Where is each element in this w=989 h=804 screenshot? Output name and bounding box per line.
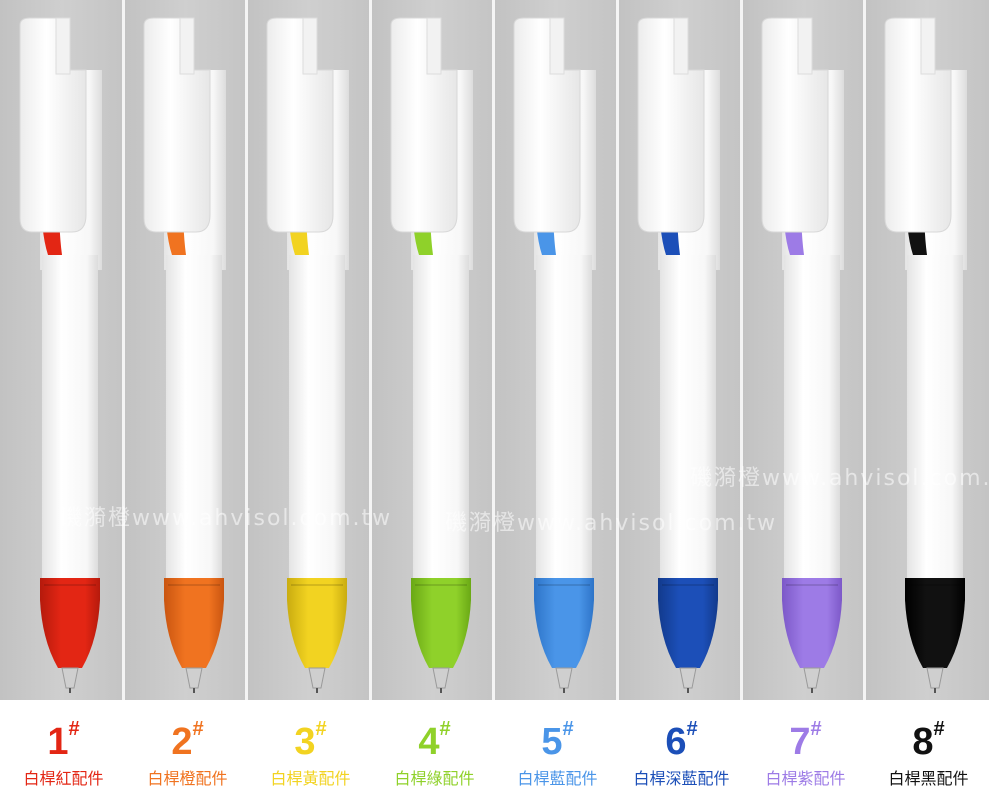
panel-divider xyxy=(122,0,125,700)
watermark-2: 磯漪橙www.ahvisol.com.tw xyxy=(445,511,778,536)
pen-number-hash: # xyxy=(810,718,822,740)
pen-number-hash: # xyxy=(315,718,327,740)
pen-5 xyxy=(512,0,622,700)
panel-divider xyxy=(369,0,372,700)
pen-label-7: 7# 白桿紫配件 xyxy=(744,718,867,790)
panel-divider xyxy=(616,0,619,700)
watermark-3: 磯漪橙www.ahvisol.com.tw xyxy=(690,466,989,491)
pen-caption: 白桿綠配件 xyxy=(394,769,475,788)
pen-number: 5 xyxy=(541,721,563,763)
pen-label-3: 3# 白桿黃配件 xyxy=(249,718,372,790)
panel-divider xyxy=(740,0,743,700)
pen-3 xyxy=(265,0,375,700)
pen-1 xyxy=(18,0,128,700)
pen-number: 8 xyxy=(912,721,934,763)
pen-number-hash: # xyxy=(439,718,451,740)
pen-number: 1 xyxy=(47,721,69,763)
pen-number: 6 xyxy=(665,721,687,763)
pen-2 xyxy=(142,0,252,700)
pen-8 xyxy=(883,0,989,700)
pen-caption: 白桿黑配件 xyxy=(888,769,969,788)
pen-label-1: 1# 白桿紅配件 xyxy=(2,718,125,790)
pen-number-hash: # xyxy=(192,718,204,740)
pen-caption: 白桿黃配件 xyxy=(270,769,351,788)
pen-label-8: 8# 白桿黑配件 xyxy=(867,718,989,790)
panel-divider xyxy=(863,0,866,700)
pen-number-hash: # xyxy=(68,718,80,740)
pen-caption: 白桿紅配件 xyxy=(23,769,104,788)
pen-number: 3 xyxy=(294,721,316,763)
pen-number: 7 xyxy=(789,721,811,763)
product-image xyxy=(0,0,989,700)
pen-caption: 白桿紫配件 xyxy=(765,769,846,788)
pen-caption: 白桿橙配件 xyxy=(147,769,228,788)
pen-label-6: 6# 白桿深藍配件 xyxy=(620,718,743,790)
pen-number: 2 xyxy=(171,721,193,763)
panel-divider xyxy=(245,0,248,700)
pen-label-5: 5# 白桿藍配件 xyxy=(496,718,619,790)
panel-divider xyxy=(492,0,495,700)
pen-number: 4 xyxy=(418,721,440,763)
pen-caption: 白桿深藍配件 xyxy=(633,769,730,788)
pen-label-4: 4# 白桿綠配件 xyxy=(373,718,496,790)
pen-label-2: 2# 白桿橙配件 xyxy=(126,718,249,790)
pen-number-hash: # xyxy=(933,718,945,740)
watermark-1: 磯漪橙www.ahvisol.com.tw xyxy=(60,506,393,531)
pen-caption: 白桿藍配件 xyxy=(517,769,598,788)
pen-6 xyxy=(636,0,746,700)
pen-7 xyxy=(760,0,870,700)
pen-number-hash: # xyxy=(686,718,698,740)
pen-number-hash: # xyxy=(562,718,574,740)
pen-4 xyxy=(389,0,499,700)
